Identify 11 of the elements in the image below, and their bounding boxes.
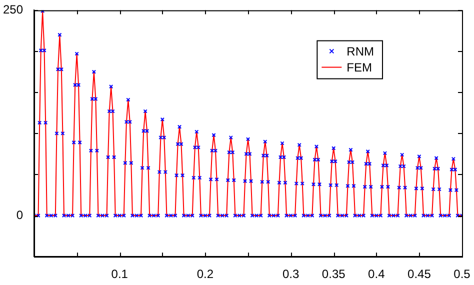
legend-label: RNM xyxy=(346,44,374,59)
x-tick-label: 0.1 xyxy=(111,267,128,282)
x-tick-label: 0.3 xyxy=(282,267,300,282)
x-tick-label: 0.5 xyxy=(454,267,471,282)
x-tick-label: 0.45 xyxy=(408,267,432,282)
x-tick-label: 0.35 xyxy=(322,267,346,282)
y-tick-label: 0 xyxy=(16,208,24,222)
y-tick-label: 250 xyxy=(2,2,24,17)
legend-label: FEM xyxy=(346,60,372,75)
x-tick-label: 0.4 xyxy=(368,267,386,282)
x-tick-label: 0.2 xyxy=(196,267,214,282)
